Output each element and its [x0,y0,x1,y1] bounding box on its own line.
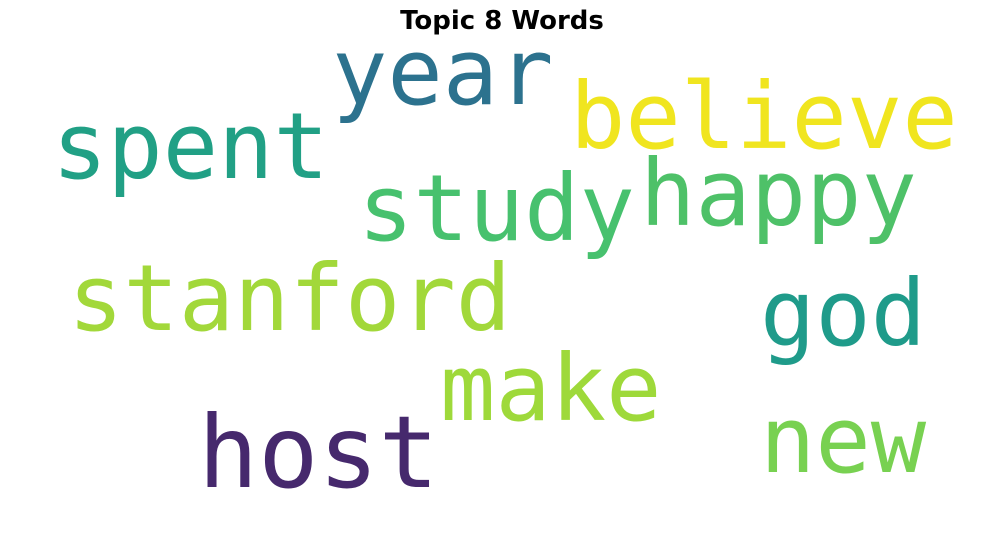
word-spent: spent [52,93,329,200]
word-new: new [760,387,927,494]
word-stanford: stanford [68,245,511,352]
chart-title: Topic 8 Words [400,6,604,36]
word-god: god [760,260,926,367]
word-study: study [358,155,635,262]
word-year: year [332,19,554,126]
word-happy: happy [640,140,917,247]
word-believe: believe [570,63,958,170]
word-make: make [440,335,662,442]
word-host: host [198,394,439,511]
